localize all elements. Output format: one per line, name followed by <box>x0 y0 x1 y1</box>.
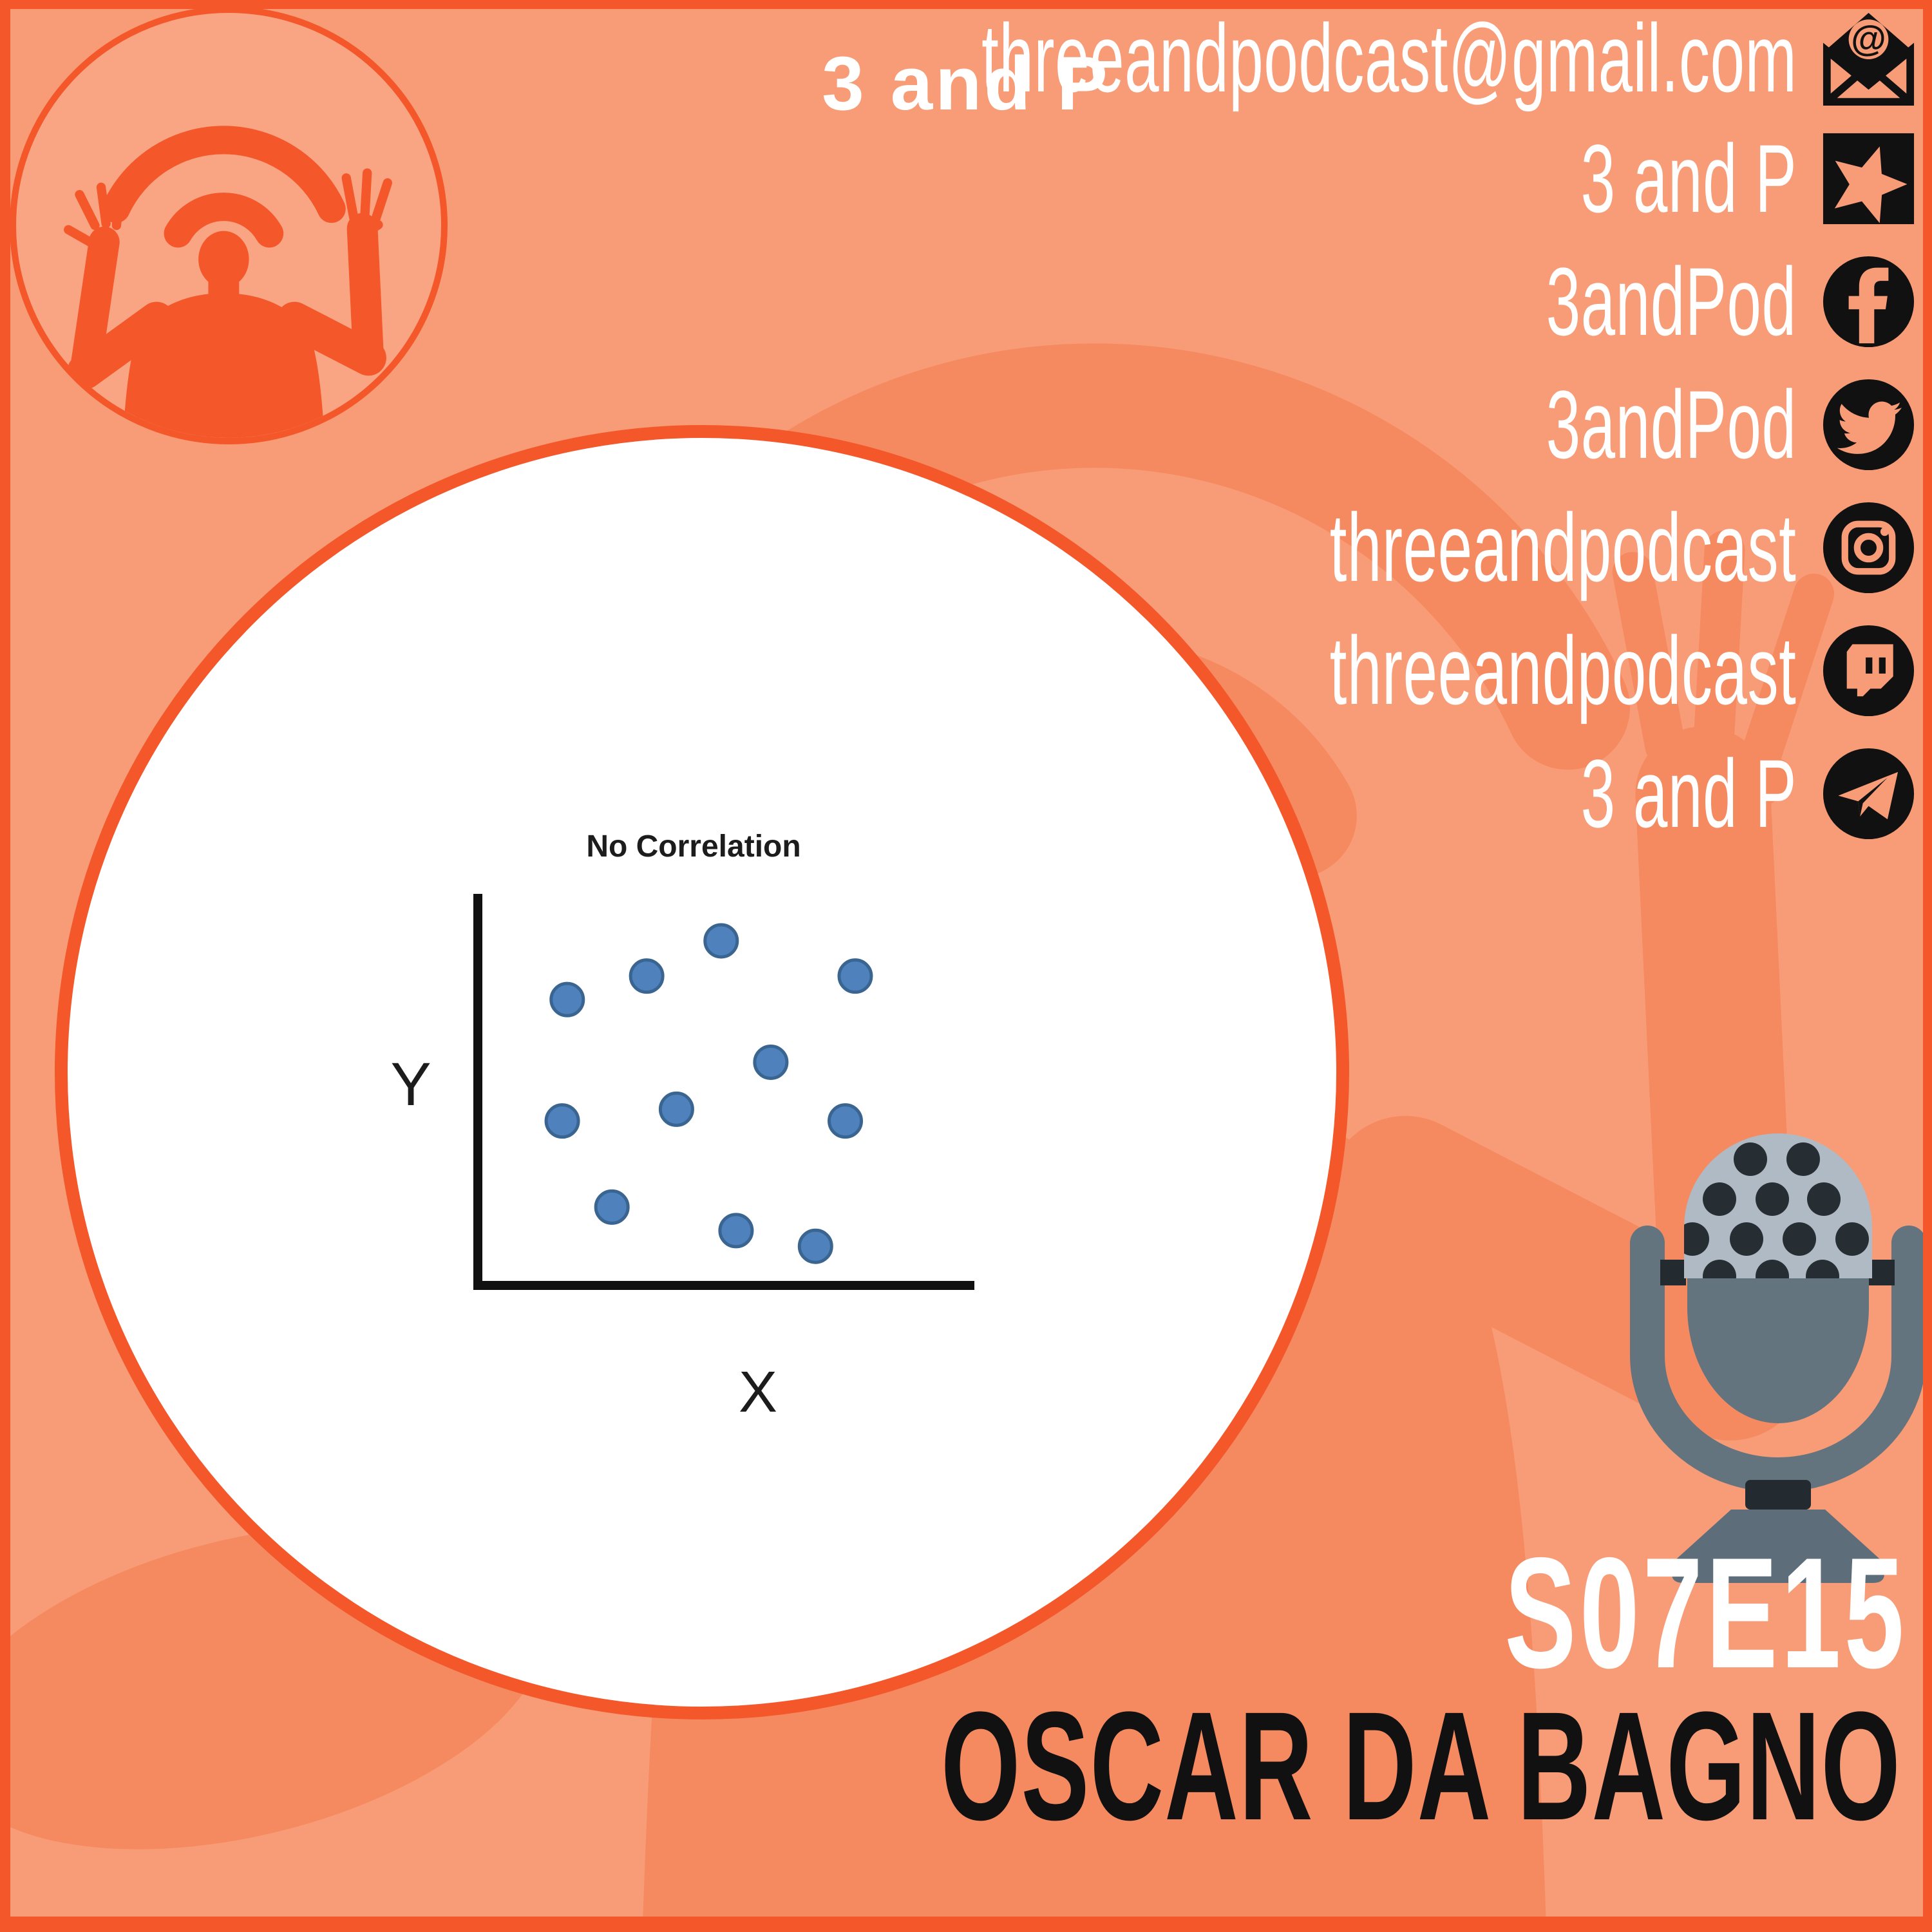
frame-border-right <box>1923 0 1932 1932</box>
mic-grille-dots <box>1684 1142 1869 1278</box>
scatter-dot <box>753 1044 789 1080</box>
microphone-icon <box>1630 1133 1926 1583</box>
facebook-icon <box>1823 256 1915 347</box>
chart-title: No Correlation <box>586 829 800 864</box>
chart-axes <box>473 894 974 1290</box>
email-address: threeandpodcast@gmail.com <box>981 4 1797 112</box>
scatter-dot <box>629 958 665 994</box>
scatter-dot <box>718 1213 754 1249</box>
scatter-dot <box>703 923 739 959</box>
scatter-dot <box>658 1091 694 1127</box>
x-axis-label: X <box>739 1360 777 1425</box>
scatter-chart: No Correlation Y X <box>390 829 974 1425</box>
star-handle: 3 and P <box>1580 124 1797 232</box>
mic-band <box>1745 1480 1811 1510</box>
frame-border-left <box>0 0 10 1932</box>
scatter-points <box>544 923 873 1264</box>
twitch-icon <box>1823 625 1915 716</box>
frame-border-top <box>0 0 1932 9</box>
mic-base <box>1672 1510 1884 1583</box>
episode-code: S07E15 <box>1504 1524 1908 1701</box>
scatter-dot <box>549 981 585 1018</box>
contact-row-email: threeandpodcast@gmail.com @ <box>523 10 1916 106</box>
instagram-icon <box>1823 502 1915 593</box>
contact-row-twitter: 3andPod <box>1405 376 1916 473</box>
contact-row-twitch: threeandpodcast <box>1067 622 1916 719</box>
star-icon <box>1823 133 1915 224</box>
scatter-dot <box>594 1189 630 1225</box>
show-logo <box>10 6 448 444</box>
instagram-handle: threeandpodcast <box>1330 493 1797 601</box>
svg-text:@: @ <box>1851 17 1886 58</box>
contact-row-instagram: threeandpodcast <box>1067 499 1916 596</box>
episode-title: OSCAR DA BAGNO <box>940 1680 1901 1852</box>
email-icon: @ <box>1823 12 1915 106</box>
frame-border-bottom <box>0 1917 1932 1932</box>
telegram-icon <box>1823 748 1915 839</box>
logo-silhouette-figure <box>68 140 387 438</box>
contact-row-telegram: 3 and P <box>1459 745 1916 842</box>
scatter-dot <box>544 1103 580 1139</box>
mic-body <box>1687 1278 1869 1423</box>
mic-yoke <box>1630 1226 1926 1492</box>
telegram-handle: 3 and P <box>1580 739 1797 848</box>
twitter-icon <box>1823 379 1915 470</box>
scatter-dot <box>837 958 873 994</box>
scatter-dot <box>797 1228 833 1264</box>
logo-title: 3 and P <box>822 41 1110 126</box>
y-axis-label: Y <box>390 1050 431 1119</box>
twitter-handle: 3andPod <box>1546 370 1797 478</box>
facebook-handle: 3andPod <box>1546 247 1797 355</box>
scatter-dot <box>828 1103 864 1139</box>
contact-row-facebook: 3andPod <box>1405 253 1916 350</box>
contact-row-star: 3 and P <box>1459 130 1916 227</box>
twitch-handle: threeandpodcast <box>1330 616 1797 724</box>
